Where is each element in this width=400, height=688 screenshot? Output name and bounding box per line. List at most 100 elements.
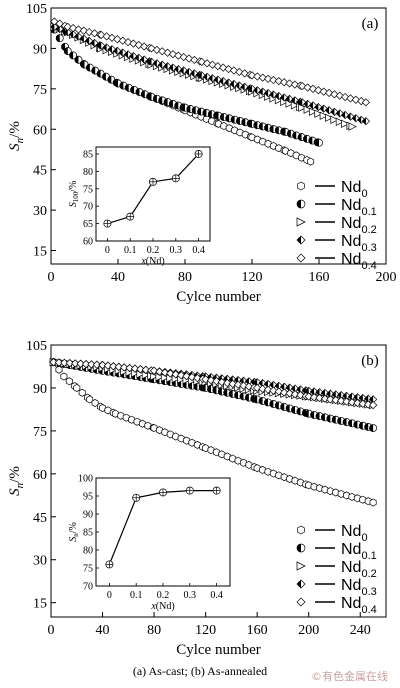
data-point-Nd0.3 [55, 24, 64, 34]
inset-x-tick-label: 0.4 [192, 245, 205, 256]
data-point-Nd0.4 [60, 358, 69, 367]
data-point-Nd0.4 [160, 368, 169, 377]
data-point-Nd0.4 [308, 84, 318, 93]
data-point-Nd0.4 [244, 382, 254, 391]
data-point-Nd0.4 [285, 79, 294, 88]
x-tick-label: 160 [309, 270, 330, 285]
data-point-Nd0.1 [353, 420, 362, 429]
inset-data-point [212, 486, 221, 495]
inset-x-tick-label: 0 [105, 245, 110, 256]
data-point-Nd0 [280, 473, 288, 482]
data-point-Nd0 [359, 495, 367, 504]
data-point-Nd0 [305, 481, 313, 490]
legend-marker-Nd0 [297, 181, 305, 191]
data-point-Nd0.3 [107, 45, 117, 54]
data-point-Nd0.4 [351, 95, 360, 104]
x-tick-label: 80 [147, 623, 161, 638]
x-tick-label: 0 [48, 270, 55, 285]
data-point-Nd0 [321, 485, 329, 494]
data-point-Nd0.4 [166, 369, 175, 378]
data-point-Nd0.4 [347, 398, 357, 407]
data-point-Nd0 [275, 471, 283, 480]
data-point-Nd0 [240, 458, 247, 467]
data-point-Nd0.4 [76, 359, 85, 368]
data-point-Nd0 [156, 426, 163, 435]
data-point-Nd0.4 [63, 22, 72, 31]
data-point-Nd0.4 [304, 392, 313, 401]
data-point-Nd0.4 [74, 25, 83, 34]
data-point-Nd0.3 [285, 94, 294, 103]
data-point-Nd0 [225, 124, 233, 133]
data-point-Nd0.3 [63, 28, 72, 37]
chart-panel-b: 15 30 45 60 75 90 105 0 40 80 120 160 200 240 Cylce nu… [7, 339, 387, 658]
data-point-Nd0.1 [69, 51, 78, 60]
data-point-Nd0 [122, 413, 130, 422]
y-tick-label: 105 [26, 2, 47, 17]
inset-y-tick-label: 85 [83, 528, 93, 539]
data-point-Nd0.3 [274, 91, 283, 101]
y-tick-label: 30 [33, 204, 47, 219]
y-axis-label: Sn/% [7, 466, 26, 496]
data-point-Nd0 [188, 438, 196, 447]
data-point-Nd0.4 [335, 91, 344, 100]
data-point-Nd0.1 [369, 424, 378, 432]
data-point-Nd0.4 [258, 384, 267, 393]
data-point-Nd0.3 [335, 109, 344, 118]
inset-chart: 70 75 80 85 90 95 100 0 0.1 0.2 0.3 0.4 x(Nd) Sn/% [68, 474, 231, 612]
data-point-Nd0.2 [325, 113, 334, 122]
data-point-Nd0 [264, 467, 272, 476]
data-point-Nd0.2 [348, 122, 357, 131]
data-point-Nd0.3 [113, 46, 122, 55]
data-point-Nd0 [316, 484, 323, 493]
data-point-Nd0.4 [171, 370, 180, 379]
data-point-Nd0.4 [114, 362, 123, 371]
data-point-Nd0.4 [107, 33, 117, 42]
data-point-Nd0 [65, 377, 73, 386]
inset-y-tick-label: 80 [83, 546, 93, 557]
x-axis-label: Cylce number [176, 289, 261, 305]
panel-label: (a) [362, 16, 379, 32]
data-point-Nd0 [245, 460, 253, 469]
inset-data-point [171, 174, 180, 183]
data-point-Nd0.4 [263, 385, 273, 394]
inset-data-point [149, 177, 157, 186]
data-point-Nd0 [111, 409, 119, 418]
data-point-Nd0.3 [280, 93, 289, 102]
data-point-Nd0.4 [120, 363, 129, 372]
data-point-Nd0 [292, 151, 300, 160]
data-point-Nd0.4 [290, 390, 300, 399]
y-tick-label: 75 [33, 425, 47, 440]
data-point-Nd0.4 [54, 358, 64, 367]
data-point-Nd0.4 [147, 44, 156, 53]
data-point-Nd0.4 [87, 360, 96, 369]
data-point-Nd0.4 [263, 74, 273, 83]
series-Nd0 [50, 358, 377, 507]
series-Nd0.4 [50, 17, 370, 107]
data-point-Nd0.4 [320, 394, 330, 403]
data-point-Nd0.3 [303, 99, 312, 108]
data-point-Nd0 [91, 399, 99, 408]
data-point-Nd0.4 [177, 371, 186, 380]
data-point-Nd0 [310, 482, 318, 491]
inset-data-point [132, 493, 141, 502]
data-point-Nd0.4 [233, 380, 243, 389]
inset-data-point [126, 212, 135, 221]
data-point-Nd0.4 [269, 386, 278, 395]
inset-x-tick-label: 0.1 [130, 590, 143, 601]
data-point-Nd0.3 [361, 117, 370, 126]
x-tick-label: 160 [247, 623, 268, 638]
legend-marker-Nd0.4 [296, 597, 306, 607]
data-point-Nd0 [253, 464, 261, 473]
data-point-Nd0.1 [74, 55, 83, 64]
data-point-Nd0.4 [361, 98, 370, 107]
series-Nd0.4 [49, 358, 378, 410]
data-point-Nd0.4 [285, 389, 294, 398]
data-point-Nd0.4 [49, 358, 58, 367]
x-tick-label: 120 [242, 270, 263, 285]
data-point-Nd0 [215, 119, 222, 128]
data-point-Nd0 [332, 488, 340, 497]
data-point-Nd0.2 [335, 117, 345, 126]
data-point-Nd0 [231, 126, 239, 135]
inset-x-tick-label: 0 [107, 590, 112, 601]
